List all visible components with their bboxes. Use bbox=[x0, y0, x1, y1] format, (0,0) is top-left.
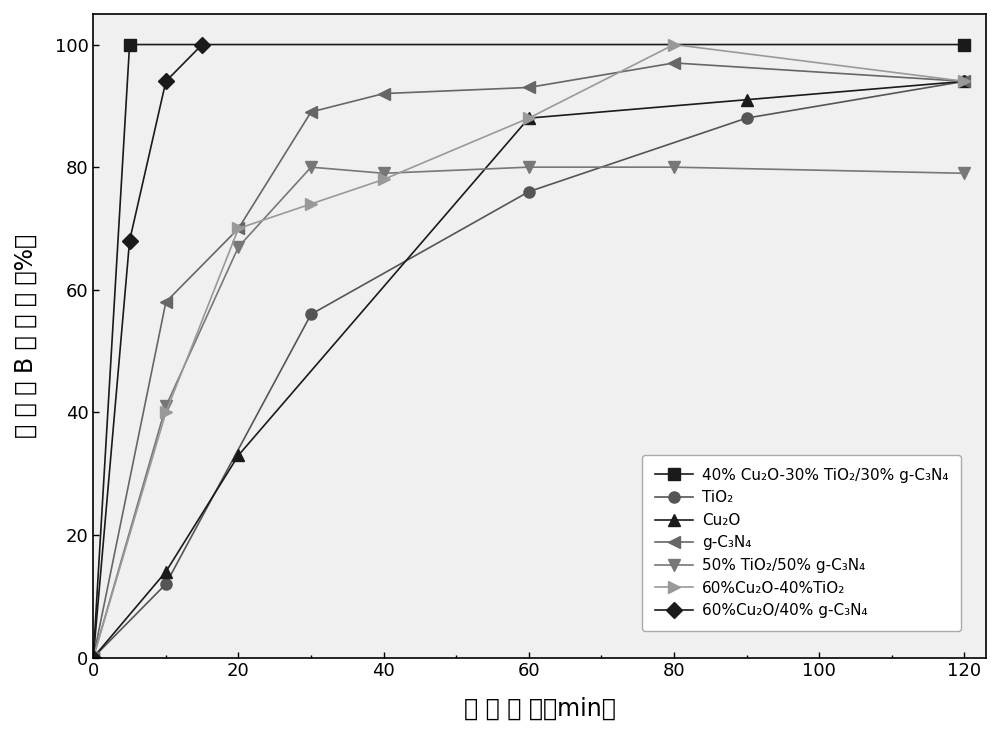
g-C₃N₄ bbox=[523, 83, 535, 92]
X-axis label: 降 解 时 间（min）: 降 解 时 间（min） bbox=[464, 697, 616, 721]
50% TiO₂/50% g-C₃N₄ bbox=[523, 162, 535, 171]
Cu₂O bbox=[87, 653, 99, 662]
Cu₂O bbox=[958, 77, 970, 86]
60%Cu₂O-40%TiO₂ bbox=[305, 199, 317, 208]
50% TiO₂/50% g-C₃N₄ bbox=[87, 653, 99, 662]
60%Cu₂O-40%TiO₂ bbox=[958, 77, 970, 86]
Line: Cu₂O: Cu₂O bbox=[88, 76, 970, 663]
50% TiO₂/50% g-C₃N₄ bbox=[378, 169, 390, 178]
TiO₂ bbox=[958, 77, 970, 86]
60%Cu₂O-40%TiO₂ bbox=[668, 40, 680, 49]
50% TiO₂/50% g-C₃N₄ bbox=[305, 162, 317, 171]
TiO₂ bbox=[160, 580, 172, 589]
60%Cu₂O/40% g-C₃N₄ bbox=[124, 237, 136, 245]
Cu₂O bbox=[232, 451, 244, 459]
TiO₂ bbox=[87, 653, 99, 662]
g-C₃N₄ bbox=[668, 59, 680, 68]
g-C₃N₄ bbox=[232, 224, 244, 233]
g-C₃N₄ bbox=[305, 107, 317, 116]
Line: TiO₂: TiO₂ bbox=[88, 76, 970, 663]
Legend: 40% Cu₂O-30% TiO₂/30% g-C₃N₄, TiO₂, Cu₂O, g-C₃N₄, 50% TiO₂/50% g-C₃N₄, 60%Cu₂O-4: 40% Cu₂O-30% TiO₂/30% g-C₃N₄, TiO₂, Cu₂O… bbox=[642, 456, 961, 631]
g-C₃N₄ bbox=[378, 89, 390, 98]
Line: 60%Cu₂O/40% g-C₃N₄: 60%Cu₂O/40% g-C₃N₄ bbox=[88, 39, 208, 663]
g-C₃N₄ bbox=[87, 653, 99, 662]
60%Cu₂O-40%TiO₂ bbox=[523, 114, 535, 123]
60%Cu₂O-40%TiO₂ bbox=[232, 224, 244, 233]
50% TiO₂/50% g-C₃N₄ bbox=[160, 402, 172, 411]
Line: 50% TiO₂/50% g-C₃N₄: 50% TiO₂/50% g-C₃N₄ bbox=[88, 162, 970, 663]
40% Cu₂O-30% TiO₂/30% g-C₃N₄ bbox=[958, 40, 970, 49]
50% TiO₂/50% g-C₃N₄ bbox=[958, 169, 970, 178]
60%Cu₂O-40%TiO₂ bbox=[378, 175, 390, 184]
Line: 40% Cu₂O-30% TiO₂/30% g-C₃N₄: 40% Cu₂O-30% TiO₂/30% g-C₃N₄ bbox=[88, 39, 970, 663]
g-C₃N₄ bbox=[160, 298, 172, 306]
Y-axis label: 罗 丹 明 B 降 解 率 （%）: 罗 丹 明 B 降 解 率 （%） bbox=[14, 234, 38, 438]
TiO₂ bbox=[305, 310, 317, 319]
50% TiO₂/50% g-C₃N₄ bbox=[232, 243, 244, 251]
g-C₃N₄ bbox=[958, 77, 970, 86]
60%Cu₂O/40% g-C₃N₄ bbox=[160, 77, 172, 86]
Line: g-C₃N₄: g-C₃N₄ bbox=[88, 57, 970, 663]
Cu₂O bbox=[741, 96, 753, 104]
Line: 60%Cu₂O-40%TiO₂: 60%Cu₂O-40%TiO₂ bbox=[88, 39, 970, 663]
60%Cu₂O-40%TiO₂ bbox=[87, 653, 99, 662]
Cu₂O bbox=[160, 567, 172, 576]
50% TiO₂/50% g-C₃N₄ bbox=[668, 162, 680, 171]
Cu₂O bbox=[523, 114, 535, 123]
60%Cu₂O/40% g-C₃N₄ bbox=[87, 653, 99, 662]
60%Cu₂O/40% g-C₃N₄ bbox=[196, 40, 208, 49]
40% Cu₂O-30% TiO₂/30% g-C₃N₄ bbox=[87, 653, 99, 662]
TiO₂ bbox=[523, 187, 535, 196]
TiO₂ bbox=[741, 114, 753, 123]
40% Cu₂O-30% TiO₂/30% g-C₃N₄ bbox=[124, 40, 136, 49]
60%Cu₂O-40%TiO₂ bbox=[160, 408, 172, 417]
